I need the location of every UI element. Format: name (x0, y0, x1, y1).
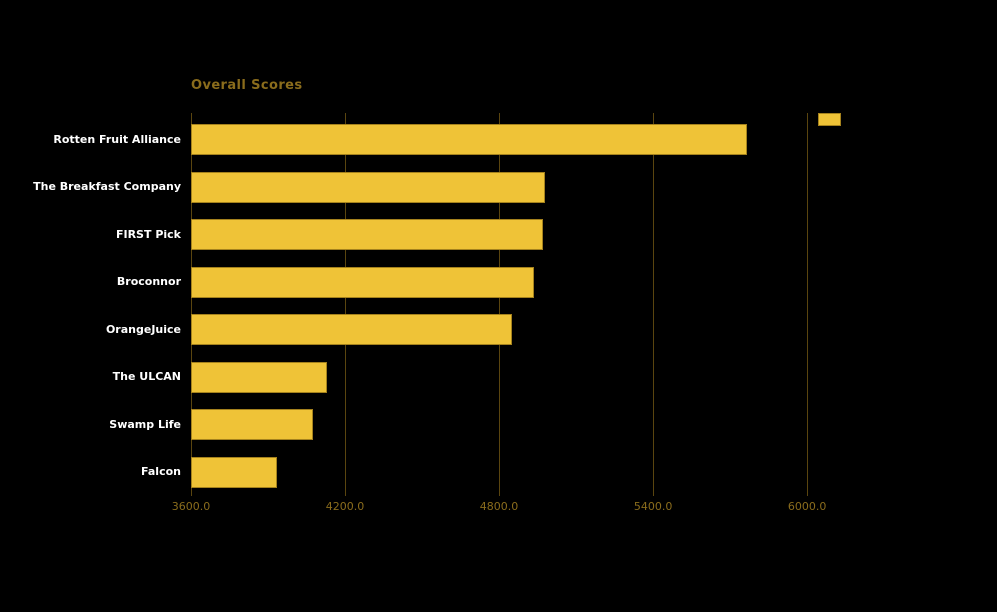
bar (191, 457, 277, 488)
x-tick-label: 4200.0 (325, 500, 365, 513)
chart-title: Overall Scores (191, 78, 303, 93)
category-label: The ULCAN (112, 370, 181, 383)
x-tick-label: 5400.0 (633, 500, 673, 513)
x-tick-label: 3600.0 (171, 500, 211, 513)
gridline (345, 113, 346, 496)
bar (191, 124, 747, 155)
category-label: Rotten Fruit Alliance (53, 133, 181, 146)
x-tick-label: 4800.0 (479, 500, 519, 513)
bar (191, 267, 534, 298)
legend-swatch (818, 113, 841, 126)
bar (191, 409, 313, 440)
category-label: The Breakfast Company (33, 180, 181, 193)
gridline (499, 113, 500, 496)
bar (191, 172, 545, 203)
gridline (653, 113, 654, 496)
gridline (807, 113, 808, 496)
category-label: Broconnor (116, 275, 181, 288)
gridline (191, 113, 192, 496)
bar (191, 362, 327, 393)
category-label: FIRST Pick (115, 228, 181, 241)
bar (191, 314, 512, 345)
plot-area (191, 113, 841, 496)
category-label: Swamp Life (109, 418, 181, 431)
x-tick-label: 6000.0 (787, 500, 827, 513)
category-label: Falcon (141, 465, 181, 478)
bar (191, 219, 543, 250)
category-label: OrangeJuice (105, 323, 181, 336)
